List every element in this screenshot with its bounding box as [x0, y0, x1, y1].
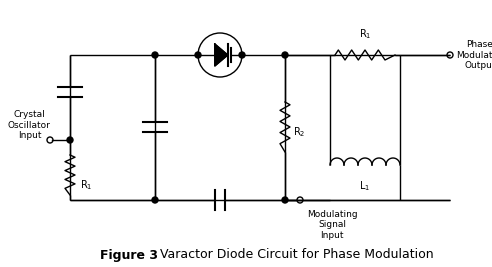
Text: Varactor Diode Circuit for Phase Modulation: Varactor Diode Circuit for Phase Modulat…: [152, 249, 433, 261]
Circle shape: [152, 52, 158, 58]
Text: R$_1$: R$_1$: [359, 27, 371, 41]
Circle shape: [195, 52, 201, 58]
Text: Modulating
Signal
Input: Modulating Signal Input: [307, 210, 358, 240]
Text: Phase
Modulated
Output: Phase Modulated Output: [456, 40, 492, 70]
Polygon shape: [215, 44, 228, 66]
Circle shape: [239, 52, 245, 58]
Text: Figure 3: Figure 3: [100, 249, 158, 261]
Text: L$_1$: L$_1$: [360, 179, 370, 193]
Circle shape: [152, 197, 158, 203]
Text: Crystal
Oscillator
Input: Crystal Oscillator Input: [8, 110, 51, 140]
Circle shape: [282, 197, 288, 203]
Circle shape: [67, 137, 73, 143]
Text: R$_1$: R$_1$: [80, 178, 92, 192]
Circle shape: [282, 52, 288, 58]
Text: R$_2$: R$_2$: [293, 125, 306, 139]
